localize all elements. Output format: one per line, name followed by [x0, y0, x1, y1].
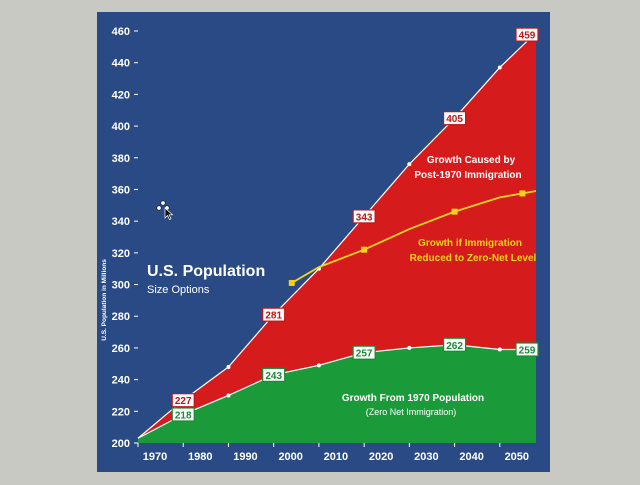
x-tick-label-1980: 1980	[188, 451, 212, 463]
area-1970-population-growth	[138, 344, 536, 443]
x-tick-label-1990: 1990	[233, 451, 257, 463]
y-tick-label-340: 340	[112, 216, 130, 228]
data-label-from-1970-2000-box	[262, 367, 286, 382]
data-label-total-2040: 405	[446, 114, 463, 125]
point-from-1970-2010	[316, 363, 321, 368]
annotation-from-1970-line2: (Zero Net Immigration)	[366, 407, 457, 417]
data-label-from-1970-1980-box	[171, 407, 195, 422]
y-tick-label-420: 420	[112, 89, 130, 101]
x-tick-label-2010: 2010	[324, 451, 348, 463]
line-from-1970	[137, 344, 536, 439]
point-from-1970-1990	[226, 393, 231, 398]
data-label-total-2020-box	[352, 209, 376, 224]
data-label-from-1970-2058: 259	[519, 346, 536, 357]
y-tick-label-280: 280	[112, 311, 130, 323]
marker-zero-net-2004	[288, 279, 295, 286]
data-label-from-1970-2040-box	[442, 337, 467, 352]
x-tick-label-2020: 2020	[369, 451, 393, 463]
x-tick-label-1970: 1970	[143, 451, 167, 463]
data-label-total-1980-box	[171, 393, 195, 408]
annotation-immigration-line2: Post-1970 Immigration	[414, 170, 521, 181]
line-total	[137, 32, 537, 439]
y-tick-label-400: 400	[112, 121, 130, 133]
y-tick-label-460: 460	[112, 26, 130, 38]
marker-zero-net-2055	[519, 190, 526, 197]
y-tick-label-380: 380	[112, 153, 130, 165]
y-axis-label: U.S. Population in Millions	[101, 259, 108, 341]
data-label-from-1970-2020-box	[352, 345, 376, 360]
data-label-from-1970-2058-box	[515, 342, 539, 357]
data-label-from-1970-2020: 257	[356, 349, 373, 360]
chart-title: U.S. Population	[147, 263, 265, 280]
y-tick-label-240: 240	[112, 375, 130, 387]
data-label-total-2000-box	[262, 307, 286, 322]
marker-zero-net-2040	[451, 208, 458, 215]
data-label-total-1980: 227	[175, 396, 192, 407]
data-label-total-2000: 281	[265, 311, 282, 322]
data-label-total-2058: 459	[519, 31, 536, 42]
y-tick-label-360: 360	[112, 184, 130, 196]
y-tick-label-260: 260	[112, 343, 130, 355]
point-from-1970-2050	[497, 347, 502, 352]
marker-zero-net-2020	[361, 246, 368, 253]
data-label-from-1970-1980: 218	[175, 410, 192, 421]
area-immigration-growth	[138, 32, 536, 443]
point-total-2030	[407, 162, 412, 167]
y-tick-label-200: 200	[112, 438, 130, 450]
y-tick-label-440: 440	[112, 58, 130, 70]
x-tick-label-2030: 2030	[414, 451, 438, 463]
annotation-zero-net-line2: Reduced to Zero-Net Level	[410, 253, 537, 264]
point-from-1970-2030	[407, 345, 412, 350]
data-label-from-1970-2000: 243	[265, 371, 282, 382]
annotation-zero-net-line1: Growth if Immigration	[418, 238, 522, 249]
y-tick-label-320: 320	[112, 248, 130, 260]
point-total-2050	[497, 65, 502, 70]
y-tick-label-300: 300	[112, 280, 130, 292]
annotation-immigration-line1: Growth Caused by	[427, 155, 516, 166]
mouse-cursor-icon	[156, 200, 174, 220]
data-label-total-2020: 343	[356, 212, 373, 223]
x-tick-label-2050: 2050	[505, 451, 529, 463]
point-total-1990	[226, 364, 231, 369]
x-tick-label-2000: 2000	[278, 451, 302, 463]
data-label-from-1970-2040: 262	[446, 341, 463, 352]
data-label-total-2040-box	[442, 111, 467, 126]
y-tick-label-220: 220	[112, 406, 130, 418]
annotation-from-1970-line1: Growth From 1970 Population	[342, 393, 484, 404]
chart-subtitle: Size Options	[147, 284, 210, 296]
data-label-total-2058-box	[515, 27, 539, 42]
line-zero-net	[291, 190, 537, 284]
x-tick-label-2040: 2040	[459, 451, 483, 463]
